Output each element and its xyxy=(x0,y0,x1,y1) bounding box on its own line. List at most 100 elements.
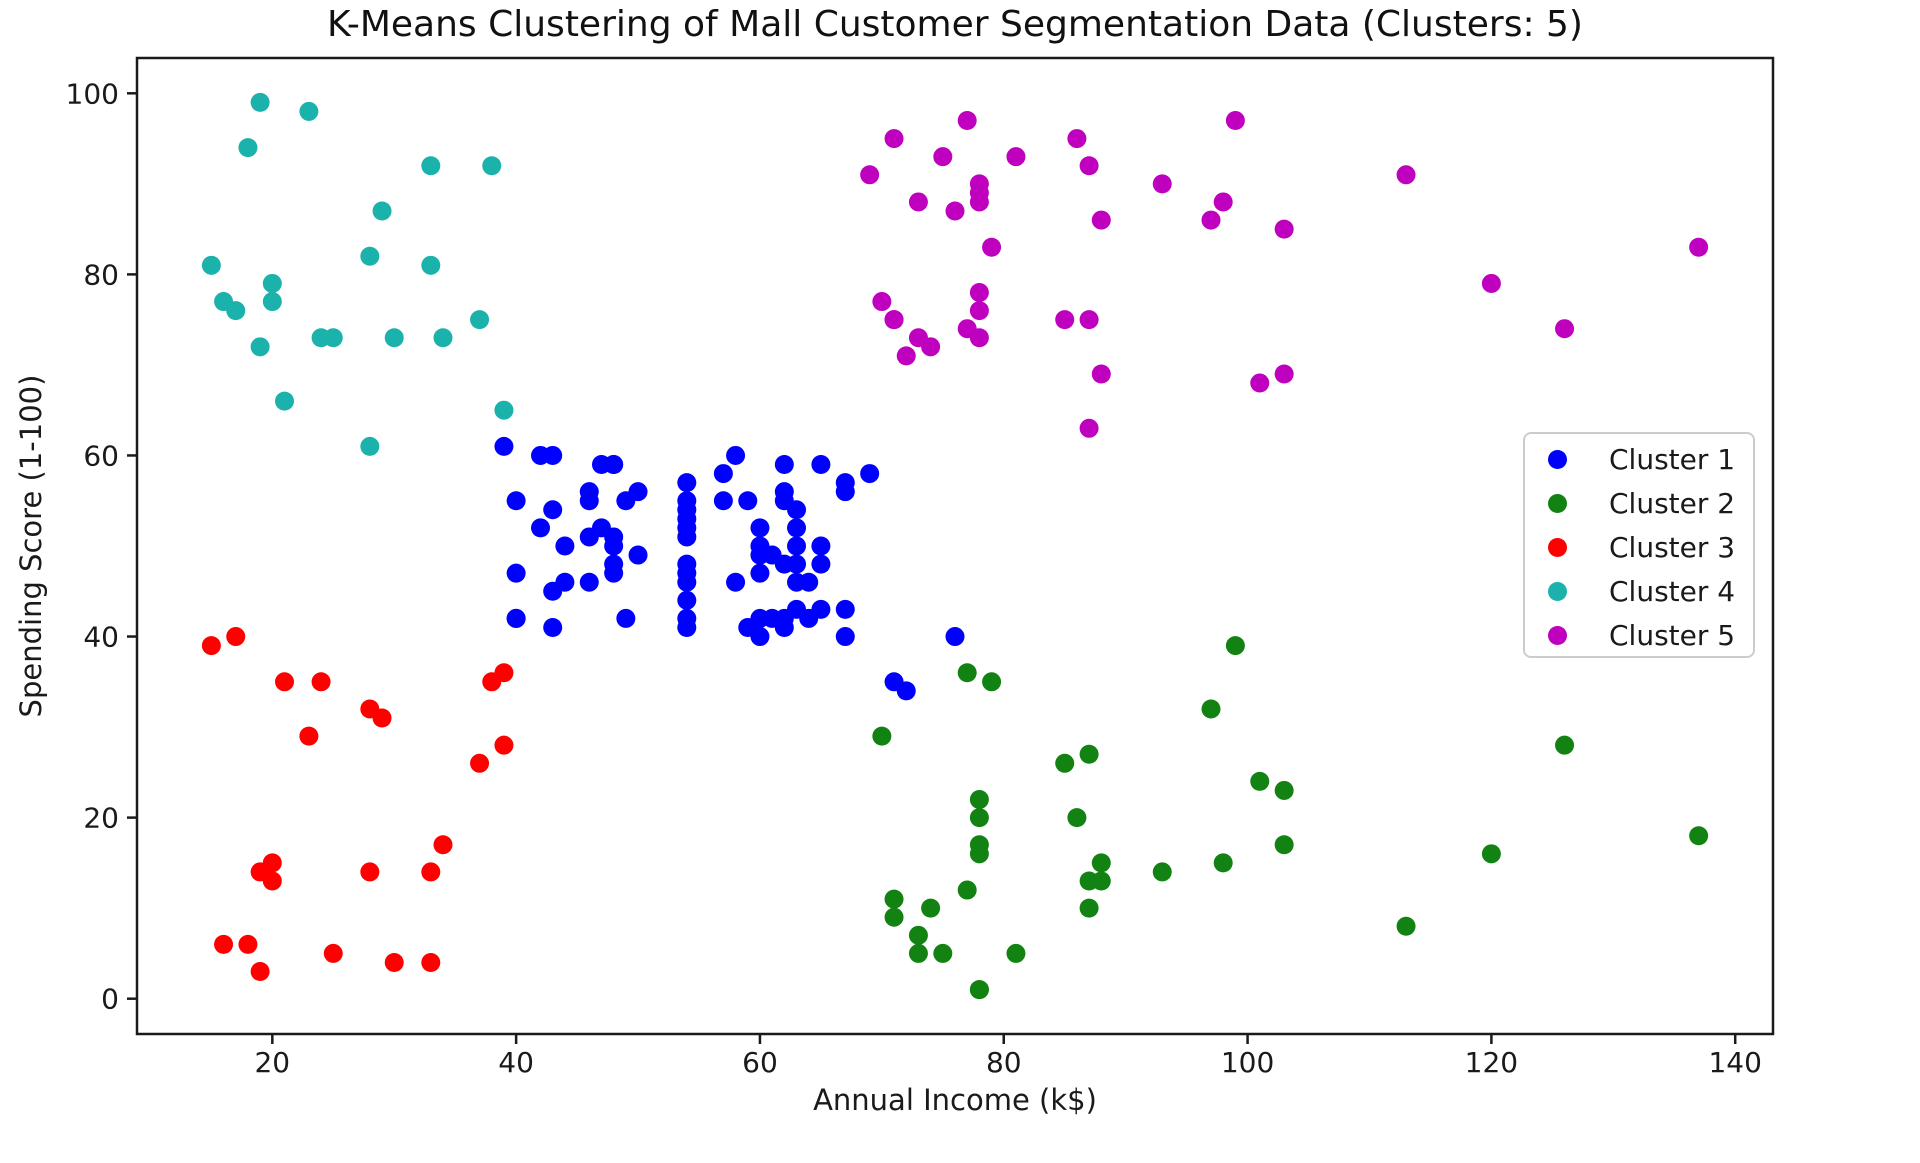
data-point-cluster-5 xyxy=(933,147,953,167)
data-point-cluster-1 xyxy=(774,482,794,502)
data-point-cluster-5 xyxy=(969,183,989,203)
x-tick-label: 120 xyxy=(1465,1046,1518,1079)
data-point-cluster-3 xyxy=(494,663,514,683)
data-point-cluster-5 xyxy=(1055,310,1075,330)
data-point-cluster-1 xyxy=(677,491,697,511)
plot-box xyxy=(135,56,1775,1036)
data-point-cluster-5 xyxy=(1250,373,1270,393)
data-point-cluster-1 xyxy=(543,445,563,465)
data-point-cluster-5 xyxy=(860,165,880,185)
data-point-cluster-5 xyxy=(982,237,1002,257)
data-point-cluster-1 xyxy=(787,518,807,538)
data-point-cluster-1 xyxy=(677,572,697,592)
data-point-cluster-2 xyxy=(969,980,989,1000)
data-point-cluster-1 xyxy=(555,572,575,592)
data-point-cluster-1 xyxy=(811,554,831,574)
data-point-cluster-1 xyxy=(604,455,624,475)
data-point-cluster-1 xyxy=(835,627,855,647)
data-point-cluster-2 xyxy=(1225,636,1245,656)
data-point-cluster-4 xyxy=(360,436,380,456)
data-point-cluster-1 xyxy=(531,518,551,538)
legend-item: Cluster 1 xyxy=(1525,437,1753,481)
data-point-cluster-1 xyxy=(945,627,965,647)
data-point-cluster-5 xyxy=(896,346,916,366)
data-point-cluster-1 xyxy=(506,563,526,583)
legend-item: Cluster 5 xyxy=(1525,613,1753,657)
y-tick-label: 100 xyxy=(66,77,119,110)
data-point-cluster-1 xyxy=(835,482,855,502)
data-point-cluster-5 xyxy=(945,201,965,221)
data-point-cluster-5 xyxy=(1079,418,1099,438)
data-point-cluster-1 xyxy=(677,554,697,574)
data-point-cluster-3 xyxy=(250,962,270,982)
data-point-cluster-2 xyxy=(1067,808,1087,828)
data-point-cluster-3 xyxy=(226,627,246,647)
data-point-cluster-2 xyxy=(969,808,989,828)
data-point-cluster-2 xyxy=(1079,744,1099,764)
data-point-cluster-4 xyxy=(433,328,453,348)
data-point-cluster-4 xyxy=(482,156,502,176)
data-point-cluster-5 xyxy=(1689,237,1709,257)
data-point-cluster-1 xyxy=(738,491,758,511)
data-point-cluster-4 xyxy=(226,301,246,321)
y-tick-label: 40 xyxy=(83,621,119,654)
x-tick-label: 140 xyxy=(1708,1046,1761,1079)
data-point-cluster-3 xyxy=(299,726,319,746)
chart-title: K-Means Clustering of Mall Customer Segm… xyxy=(327,4,1583,45)
data-point-cluster-1 xyxy=(506,491,526,511)
data-point-cluster-1 xyxy=(774,455,794,475)
data-point-cluster-2 xyxy=(1396,916,1416,936)
data-point-cluster-1 xyxy=(604,563,624,583)
data-point-cluster-4 xyxy=(250,337,270,357)
data-point-cluster-1 xyxy=(750,518,770,538)
legend-marker-icon xyxy=(1548,537,1567,557)
data-point-cluster-1 xyxy=(579,491,599,511)
data-point-cluster-4 xyxy=(238,138,258,158)
data-point-cluster-5 xyxy=(1067,129,1087,149)
data-point-cluster-1 xyxy=(726,572,746,592)
data-point-cluster-5 xyxy=(1091,364,1111,384)
data-point-cluster-1 xyxy=(713,491,733,511)
data-point-cluster-1 xyxy=(896,681,916,701)
data-point-cluster-1 xyxy=(860,464,880,484)
data-point-cluster-2 xyxy=(1201,699,1221,719)
x-axis-label: Annual Income (k$) xyxy=(813,1083,1097,1117)
legend-marker-icon xyxy=(1548,449,1567,469)
data-point-cluster-1 xyxy=(787,554,807,574)
data-point-cluster-3 xyxy=(275,672,295,692)
data-point-cluster-2 xyxy=(872,726,892,746)
data-point-cluster-4 xyxy=(360,246,380,266)
data-point-cluster-3 xyxy=(421,952,441,972)
data-point-cluster-3 xyxy=(262,871,282,891)
data-point-cluster-5 xyxy=(1225,110,1245,130)
data-point-cluster-2 xyxy=(1250,771,1270,791)
data-point-cluster-3 xyxy=(201,636,221,656)
data-point-cluster-5 xyxy=(969,301,989,321)
x-tick-label: 60 xyxy=(742,1046,778,1079)
data-point-cluster-1 xyxy=(799,572,819,592)
data-point-cluster-1 xyxy=(604,536,624,556)
data-point-cluster-2 xyxy=(933,943,953,963)
y-tick-label: 60 xyxy=(83,439,119,472)
data-point-cluster-2 xyxy=(1079,898,1099,918)
data-point-cluster-5 xyxy=(1079,310,1099,330)
data-point-cluster-5 xyxy=(884,310,904,330)
data-point-cluster-2 xyxy=(921,898,941,918)
data-point-cluster-5 xyxy=(1213,192,1233,212)
data-point-cluster-2 xyxy=(908,943,928,963)
data-point-cluster-3 xyxy=(372,708,392,728)
data-point-cluster-5 xyxy=(884,129,904,149)
y-axis-label: Spending Score (1-100) xyxy=(14,374,48,718)
data-point-cluster-4 xyxy=(275,391,295,411)
legend-label: Cluster 2 xyxy=(1609,486,1736,520)
data-point-cluster-1 xyxy=(677,473,697,493)
data-point-cluster-1 xyxy=(579,572,599,592)
data-point-cluster-3 xyxy=(433,835,453,855)
data-point-cluster-2 xyxy=(1091,853,1111,873)
data-point-cluster-4 xyxy=(299,101,319,121)
x-tick-label: 80 xyxy=(986,1046,1022,1079)
data-point-cluster-4 xyxy=(372,201,392,221)
data-point-cluster-3 xyxy=(384,952,404,972)
data-point-cluster-4 xyxy=(421,255,441,275)
legend-label: Cluster 5 xyxy=(1609,618,1736,652)
